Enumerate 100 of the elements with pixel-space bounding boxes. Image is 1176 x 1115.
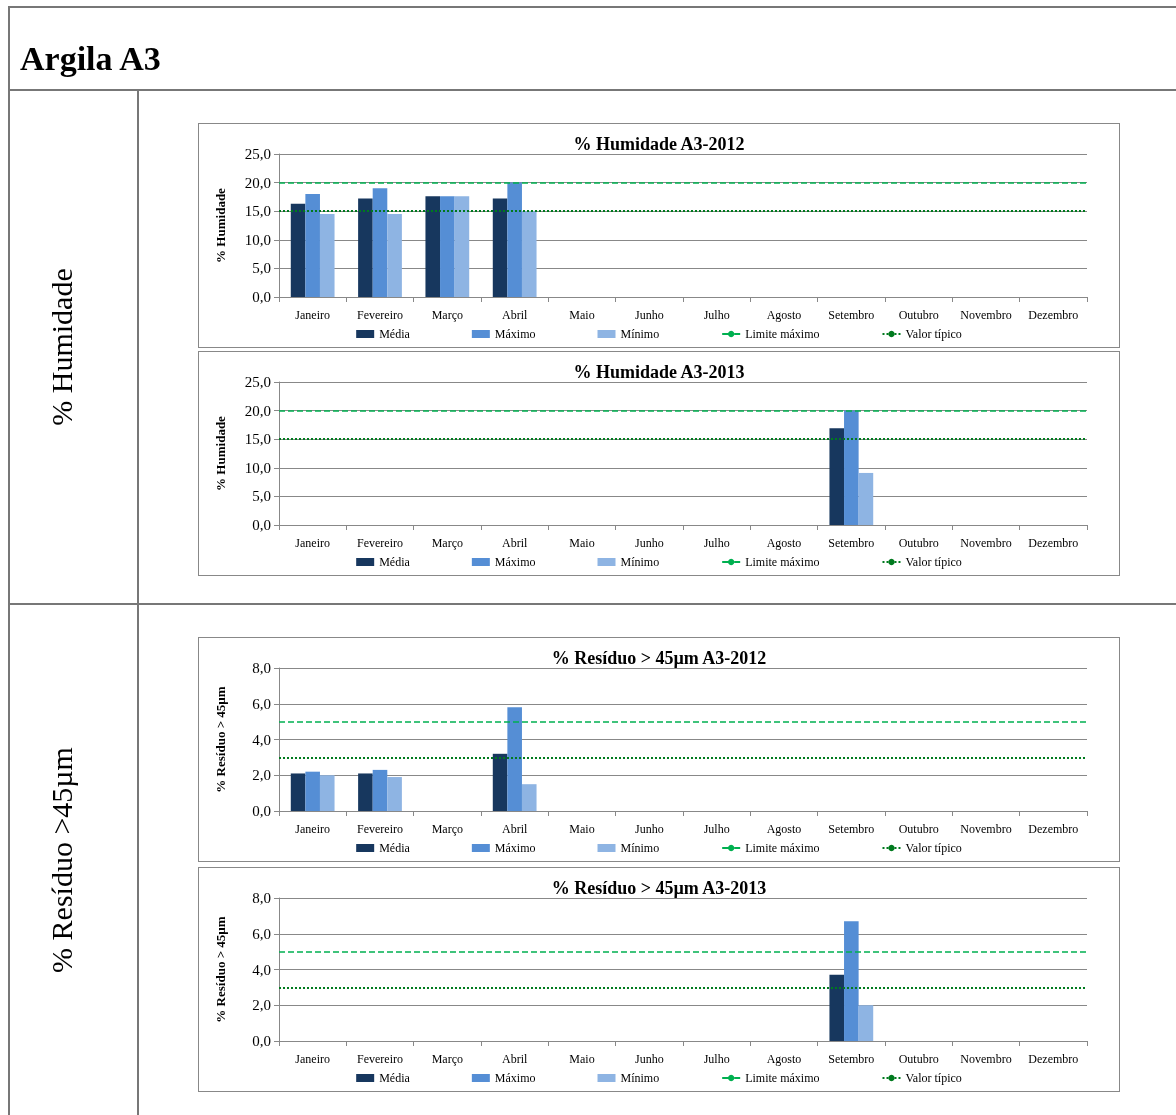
bar bbox=[319, 775, 335, 811]
legend-label: Limite máximo bbox=[745, 1071, 820, 1085]
legend-label: Média bbox=[379, 1071, 411, 1085]
x-tick-label: Julho bbox=[703, 1052, 730, 1066]
y-tick-label: 4,0 bbox=[252, 961, 271, 978]
y-tick-label: 10,0 bbox=[244, 231, 271, 248]
bar bbox=[358, 773, 373, 811]
x-tick-label: Junho bbox=[635, 308, 664, 322]
y-tick-label: 10,0 bbox=[244, 459, 271, 476]
x-tick-label: Fevereiro bbox=[357, 822, 403, 836]
x-tick-label: Maio bbox=[569, 1052, 595, 1066]
bar bbox=[305, 194, 320, 297]
x-tick-label: Junho bbox=[635, 536, 664, 550]
y-axis-title: % Resíduo > 45µm bbox=[213, 686, 228, 793]
x-tick-label: Novembro bbox=[960, 536, 1012, 550]
y-tick-label: 0,0 bbox=[252, 289, 271, 305]
y-tick-label: 6,0 bbox=[252, 695, 271, 712]
bar bbox=[358, 198, 373, 297]
x-tick-label: Junho bbox=[635, 822, 664, 836]
x-tick-label: Agosto bbox=[766, 822, 802, 836]
chart-title: % Resíduo > 45µm A3-2012 bbox=[551, 648, 767, 668]
x-tick-label: Outubro bbox=[898, 308, 939, 322]
x-tick-label: Fevereiro bbox=[357, 308, 403, 322]
x-tick-label: Janeiro bbox=[295, 1052, 330, 1066]
y-axis-title: % Humidade bbox=[213, 187, 228, 263]
x-tick-label: Janeiro bbox=[295, 308, 330, 322]
legend-label: Valor típico bbox=[905, 1071, 962, 1085]
x-tick-label: Abril bbox=[501, 1052, 528, 1066]
legend-label: Média bbox=[379, 327, 411, 341]
bar bbox=[521, 211, 537, 297]
bar bbox=[521, 784, 537, 811]
bar bbox=[507, 707, 522, 811]
x-tick-label: Setembro bbox=[828, 1052, 875, 1066]
legend-label: Valor típico bbox=[905, 841, 962, 855]
chart-title: % Humidade A3-2013 bbox=[573, 362, 745, 382]
y-axis-title: % Humidade bbox=[213, 415, 228, 491]
bar bbox=[492, 753, 508, 811]
x-tick-label: Setembro bbox=[828, 822, 875, 836]
x-tick-label: Março bbox=[431, 536, 463, 550]
text: % Humidade bbox=[45, 268, 79, 426]
x-tick-label: Março bbox=[431, 822, 463, 836]
x-tick-label: Dezembro bbox=[1028, 1052, 1079, 1066]
y-tick-label: 6,0 bbox=[252, 925, 271, 942]
bar bbox=[492, 198, 508, 297]
y-tick-label: 8,0 bbox=[252, 890, 271, 906]
x-tick-label: Outubro bbox=[898, 822, 939, 836]
x-tick-label: Agosto bbox=[766, 536, 802, 550]
x-tick-label: Novembro bbox=[960, 308, 1012, 322]
x-tick-label: Setembro bbox=[828, 536, 875, 550]
x-tick-label: Janeiro bbox=[295, 536, 330, 550]
y-tick-label: 25,0 bbox=[244, 146, 271, 162]
x-tick-label: Outubro bbox=[898, 536, 939, 550]
x-tick-label: Setembro bbox=[828, 308, 875, 322]
x-tick-label: Novembro bbox=[960, 822, 1012, 836]
bar bbox=[305, 771, 320, 811]
legend-label: Média bbox=[379, 555, 411, 569]
bar bbox=[507, 182, 522, 297]
x-tick-label: Abril bbox=[501, 536, 528, 550]
x-tick-label: Agosto bbox=[766, 308, 802, 322]
legend-label: Limite máximo bbox=[745, 841, 820, 855]
x-tick-label: Julho bbox=[703, 308, 730, 322]
y-tick-label: 15,0 bbox=[244, 431, 271, 448]
x-tick-label: Março bbox=[431, 308, 463, 322]
x-tick-label: Junho bbox=[635, 1052, 664, 1066]
y-tick-label: 0,0 bbox=[252, 1033, 271, 1049]
bar bbox=[372, 188, 388, 297]
bar bbox=[387, 777, 402, 811]
legend-label: Limite máximo bbox=[745, 327, 820, 341]
x-tick-label: Dezembro bbox=[1028, 308, 1079, 322]
x-tick-label: Dezembro bbox=[1028, 822, 1079, 836]
y-tick-label: 20,0 bbox=[244, 174, 271, 191]
legend-label: Valor típico bbox=[905, 555, 962, 569]
x-tick-label: Julho bbox=[703, 536, 730, 550]
x-tick-label: Outubro bbox=[898, 1052, 939, 1066]
x-tick-label: Abril bbox=[501, 308, 528, 322]
bar bbox=[319, 214, 335, 297]
x-tick-label: Abril bbox=[501, 822, 528, 836]
legend-label: Máximo bbox=[494, 841, 536, 855]
x-tick-label: Maio bbox=[569, 822, 595, 836]
y-tick-label: 15,0 bbox=[244, 203, 271, 220]
legend-label: Limite máximo bbox=[745, 555, 820, 569]
x-tick-label: Março bbox=[431, 1052, 463, 1066]
legend-label: Máximo bbox=[494, 555, 536, 569]
y-tick-label: 2,0 bbox=[252, 997, 271, 1014]
y-tick-label: 5,0 bbox=[252, 260, 271, 277]
text: Argila A3 bbox=[20, 40, 161, 78]
chart-title: % Resíduo > 45µm A3-2013 bbox=[551, 878, 767, 898]
legend-label: Mínimo bbox=[620, 327, 660, 341]
bar bbox=[290, 203, 306, 297]
x-tick-label: Fevereiro bbox=[357, 536, 403, 550]
legend-label: Máximo bbox=[494, 1071, 536, 1085]
y-tick-label: 2,0 bbox=[252, 767, 271, 784]
x-tick-label: Maio bbox=[569, 308, 595, 322]
legend-label: Máximo bbox=[494, 327, 536, 341]
bar bbox=[290, 773, 306, 811]
x-tick-label: Julho bbox=[703, 822, 730, 836]
bar bbox=[440, 196, 455, 297]
legend-label: Mínimo bbox=[620, 1071, 660, 1085]
legend-label: Mínimo bbox=[620, 555, 660, 569]
legend-label: Média bbox=[379, 841, 411, 855]
